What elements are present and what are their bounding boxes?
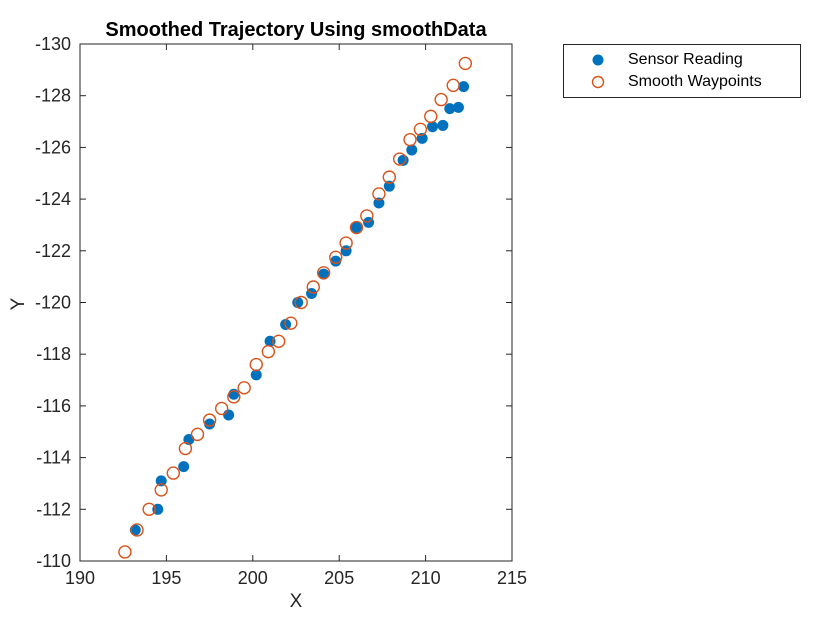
- sensor-reading-point: [458, 81, 470, 93]
- smooth-waypoints-point: [446, 78, 460, 93]
- sensor-reading-point: [129, 524, 141, 536]
- smooth-waypoints-point: [227, 390, 241, 404]
- smooth-waypoints-point: [349, 220, 364, 235]
- smooth-waypoints-point: [237, 381, 251, 395]
- smooth-waypoints-point: [434, 92, 448, 107]
- smooth-waypoints-point: [130, 523, 144, 537]
- smooth-waypoints-point: [190, 427, 205, 442]
- smooth-waypoints-point: [249, 357, 263, 372]
- sensor-reading-point: [452, 101, 464, 113]
- sensor-reading-point: [204, 418, 216, 430]
- smooth-waypoints-point: [403, 132, 417, 147]
- y-tick-label: -124: [35, 189, 71, 209]
- smooth-waypoints-point: [154, 483, 168, 497]
- x-tick-label: 190: [65, 568, 95, 588]
- smooth-waypoints-point: [329, 250, 343, 264]
- smooth-waypoints-point: [214, 401, 229, 416]
- y-tick-label: -112: [36, 499, 71, 519]
- legend-label-smooth-waypoints: Smooth Waypoints: [628, 73, 762, 90]
- sensor-reading-point: [330, 255, 342, 267]
- smooth-waypoints-point: [392, 152, 407, 166]
- smooth-waypoints-point: [202, 413, 217, 427]
- x-tick-label: 200: [238, 568, 268, 588]
- sensor-reading-point: [318, 268, 330, 280]
- legend-item-smooth-waypoints: Smooth Waypoints: [564, 71, 800, 93]
- sensor-reading-point: [383, 180, 395, 192]
- filled-circle-marker-icon: [592, 54, 604, 66]
- smooth-waypoints-point: [339, 236, 353, 250]
- legend-item-sensor-reading: Sensor Reading: [564, 49, 800, 71]
- y-tick-label: -110: [36, 551, 71, 571]
- smooth-waypoints-point: [372, 187, 386, 201]
- smooth-waypoints-point: [413, 122, 428, 137]
- smooth-waypoints-point: [272, 334, 286, 348]
- sensor-reading-point: [437, 119, 449, 131]
- smooth-waypoints-point: [294, 295, 308, 310]
- y-tick-label: -120: [35, 293, 71, 313]
- sensor-reading-point: [155, 475, 167, 487]
- x-tick-label: 205: [324, 568, 354, 588]
- smooth-waypoints-point: [142, 502, 156, 516]
- smooth-waypoints-point: [166, 466, 181, 480]
- x-tick-label: 215: [497, 568, 527, 588]
- sensor-reading-point: [350, 222, 362, 234]
- legend-label-sensor-reading: Sensor Reading: [628, 51, 743, 68]
- y-tick-label: -116: [36, 396, 71, 416]
- y-tick-label: -126: [35, 137, 71, 157]
- smooth-waypoints-point: [178, 441, 193, 456]
- x-tick-label: 210: [411, 568, 441, 588]
- sensor-reading-point: [406, 144, 418, 156]
- sensor-reading-point: [373, 197, 385, 209]
- smooth-waypoints-point: [458, 56, 473, 71]
- y-tick-label: -122: [35, 241, 71, 261]
- smooth-waypoints-point: [261, 344, 276, 359]
- sensor-reading-point: [178, 461, 190, 473]
- y-tick-label: -118: [36, 344, 71, 364]
- smooth-waypoints-point: [382, 170, 397, 184]
- x-axis-label: X: [289, 591, 303, 612]
- legend: Sensor Reading Smooth Waypoints: [563, 44, 801, 98]
- chart-title: Smoothed Trajectory Using smoothData: [105, 19, 487, 41]
- y-tick-label: -130: [35, 34, 71, 54]
- smooth-waypoints-point: [360, 209, 374, 223]
- smooth-waypoints-point: [424, 109, 438, 124]
- sensor-reading-point: [292, 297, 304, 308]
- x-tick-label: 195: [151, 568, 181, 588]
- smooth-waypoints-point: [118, 545, 132, 559]
- smooth-waypoints-point: [306, 280, 320, 294]
- y-tick-label: -114: [36, 448, 71, 468]
- smooth-waypoints-point: [284, 316, 298, 330]
- sensor-reading-point: [427, 121, 439, 133]
- sensor-reading-point: [250, 369, 262, 381]
- y-axis-label: Y: [8, 297, 29, 311]
- sensor-reading-point: [444, 103, 456, 115]
- y-tick-label: -128: [35, 86, 71, 106]
- smooth-waypoints-point: [316, 266, 331, 280]
- open-circle-marker-icon: [591, 75, 605, 89]
- sensor-reading-point: [223, 409, 235, 421]
